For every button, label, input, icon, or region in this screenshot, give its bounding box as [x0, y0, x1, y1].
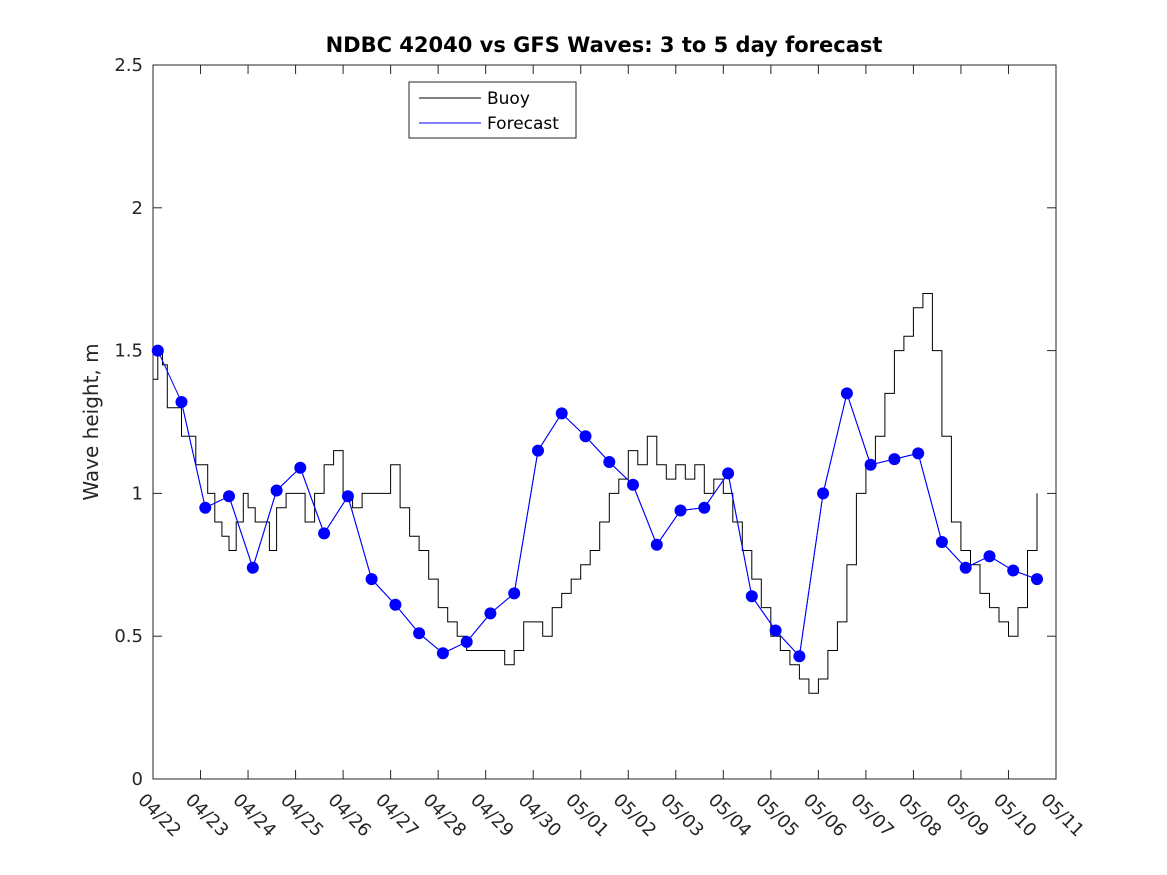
forecast-marker — [817, 487, 830, 500]
legend-box — [408, 81, 577, 139]
forecast-marker — [722, 467, 735, 480]
legend: Buoy Forecast — [408, 81, 577, 139]
forecast-marker — [674, 504, 687, 517]
y-tick-label: 1 — [132, 483, 143, 504]
forecast-marker — [436, 647, 449, 660]
y-tick-label: 0.5 — [114, 626, 143, 647]
forecast-marker — [935, 536, 948, 548]
forecast-marker — [270, 484, 283, 497]
forecast-marker — [1031, 573, 1043, 586]
forecast-marker — [294, 461, 307, 474]
plot-area — [152, 64, 1057, 780]
forecast-marker — [983, 550, 996, 563]
forecast-marker — [318, 527, 331, 540]
forecast-marker — [151, 344, 164, 357]
y-tick-label: 0 — [132, 769, 143, 790]
forecast-marker — [650, 538, 663, 551]
forecast-marker — [508, 587, 521, 600]
forecast-marker — [460, 635, 473, 648]
forecast-marker — [793, 650, 806, 663]
forecast-marker — [532, 444, 544, 457]
forecast-marker — [745, 590, 758, 603]
forecast-marker — [1007, 564, 1020, 577]
forecast-marker — [199, 501, 212, 514]
forecast-marker — [840, 387, 853, 400]
forecast-marker — [627, 478, 639, 491]
forecast-marker — [246, 561, 259, 574]
forecast-marker — [912, 447, 925, 460]
forecast-marker — [484, 607, 497, 620]
forecast-marker — [888, 453, 901, 466]
forecast-marker — [579, 430, 592, 443]
y-tick-label: 2.5 — [114, 55, 143, 76]
forecast-marker — [698, 501, 711, 514]
y-tick-label: 2 — [132, 198, 143, 219]
forecast-marker — [864, 458, 877, 471]
forecast-marker — [175, 396, 188, 408]
buoy-series-line — [153, 293, 1038, 694]
forecast-marker — [603, 456, 616, 468]
series-layer — [151, 293, 1043, 694]
plot-frame — [152, 64, 1057, 780]
forecast-marker — [555, 407, 568, 420]
y-axis-label: Wave height, m — [79, 343, 103, 500]
legend-label: Buoy — [487, 89, 530, 109]
forecast-marker — [769, 624, 782, 637]
forecast-marker — [223, 490, 235, 503]
y-tick-label: 1.5 — [114, 341, 143, 362]
forecast-marker — [341, 490, 354, 503]
chart-title: NDBC 42040 vs GFS Waves: 3 to 5 day fore… — [326, 33, 883, 57]
forecast-marker — [959, 561, 972, 574]
legend-label: Forecast — [487, 114, 559, 134]
forecast-marker — [365, 573, 378, 586]
forecast-marker — [413, 627, 426, 640]
forecast-marker — [389, 598, 402, 611]
